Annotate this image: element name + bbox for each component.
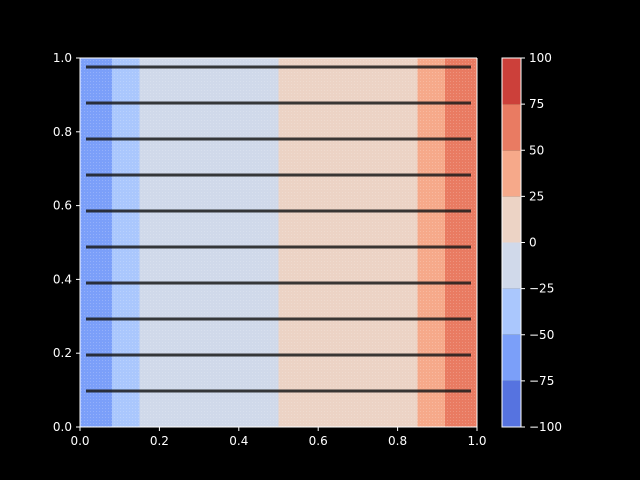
- dark-band: [86, 101, 471, 105]
- main-axes: 0.0 0.2 0.4 0.6 0.8 1.0 0.0 0.2 0.4 0.6 0.8 1.0: [53, 51, 487, 448]
- y-tick-label: 0.8: [53, 125, 72, 139]
- dark-band: [86, 245, 471, 249]
- dark-bands: [86, 65, 471, 393]
- colorbar-tick-label: 75: [529, 97, 544, 111]
- x-tick-label: 0.8: [388, 434, 407, 448]
- x-tick-label: 0.6: [309, 434, 328, 448]
- colorbar-segment: [502, 196, 521, 243]
- colorbar-segment: [502, 380, 521, 427]
- colorbar-segment: [502, 242, 521, 289]
- x-ticks: 0.0 0.2 0.4 0.6 0.8 1.0: [70, 427, 487, 448]
- y-tick-label: 1.0: [53, 51, 72, 65]
- dark-band: [86, 281, 471, 285]
- y-tick-label: 0.6: [53, 199, 72, 213]
- mesh-overlay: [80, 58, 477, 427]
- colorbar-ticks: −100 −75 −50 −25 0 25 50 75 100: [521, 51, 562, 434]
- dark-band: [86, 389, 471, 393]
- x-tick-label: 0.0: [70, 434, 89, 448]
- colorbar-segment: [502, 150, 521, 197]
- colorbar-tick-label: 50: [529, 143, 544, 157]
- y-ticks: 0.0 0.2 0.4 0.6 0.8 1.0: [53, 51, 80, 434]
- plot-area: [80, 58, 477, 427]
- y-tick-label: 0.2: [53, 346, 72, 360]
- colorbar-tick-label: −25: [529, 282, 554, 296]
- x-tick-label: 1.0: [467, 434, 486, 448]
- colorbar-tick-label: 25: [529, 189, 544, 203]
- y-tick-label: 0.0: [53, 420, 72, 434]
- dark-band: [86, 209, 471, 213]
- colorbar: −100 −75 −50 −25 0 25 50 75 100: [501, 51, 562, 434]
- x-tick-label: 0.4: [229, 434, 248, 448]
- dark-band: [86, 353, 471, 357]
- dark-band: [86, 65, 471, 69]
- colorbar-segment: [502, 58, 521, 105]
- colorbar-segment: [502, 334, 521, 381]
- x-tick-label: 0.2: [150, 434, 169, 448]
- colorbar-tick-label: 0: [529, 236, 537, 250]
- colorbar-tick-label: −50: [529, 328, 554, 342]
- colorbar-segments: [502, 58, 521, 427]
- colorbar-segment: [502, 288, 521, 335]
- colorbar-tick-label: −100: [529, 420, 562, 434]
- dark-band: [86, 137, 471, 141]
- y-tick-label: 0.4: [53, 272, 72, 286]
- colorbar-segment: [502, 104, 521, 151]
- colorbar-tick-label: −75: [529, 374, 554, 388]
- dark-band: [86, 173, 471, 177]
- colorbar-tick-label: 100: [529, 51, 552, 65]
- dark-band: [86, 317, 471, 321]
